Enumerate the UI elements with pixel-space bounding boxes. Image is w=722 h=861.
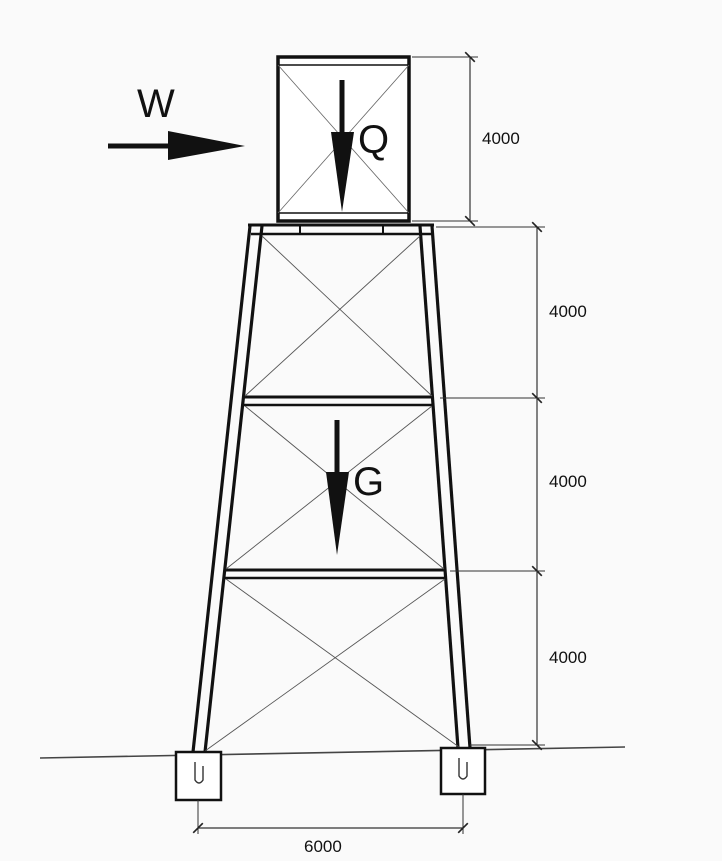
dimension-level-1: 4000 <box>549 302 587 321</box>
foundation-right <box>439 746 487 796</box>
dimension-level-2: 4000 <box>549 472 587 491</box>
structure-weight-arrow <box>326 420 349 555</box>
dimension-base-width: 6000 <box>304 837 342 856</box>
tank-weight-label: Q <box>358 118 389 162</box>
dimension-level-3: 4000 <box>549 648 587 667</box>
structure-weight-label: G <box>353 460 384 504</box>
foundation-left <box>174 750 223 802</box>
dimension-levels <box>436 221 545 751</box>
wind-arrow <box>108 131 245 160</box>
dimension-tank-height: 4000 <box>482 129 520 148</box>
ground-line <box>39 746 626 759</box>
tower-legs <box>191 225 472 753</box>
tank-weight-arrow <box>331 80 354 212</box>
dimension-base <box>192 794 469 834</box>
dimension-tank <box>412 51 478 227</box>
tower-beams <box>225 223 445 580</box>
wind-load-label: W <box>137 82 175 126</box>
